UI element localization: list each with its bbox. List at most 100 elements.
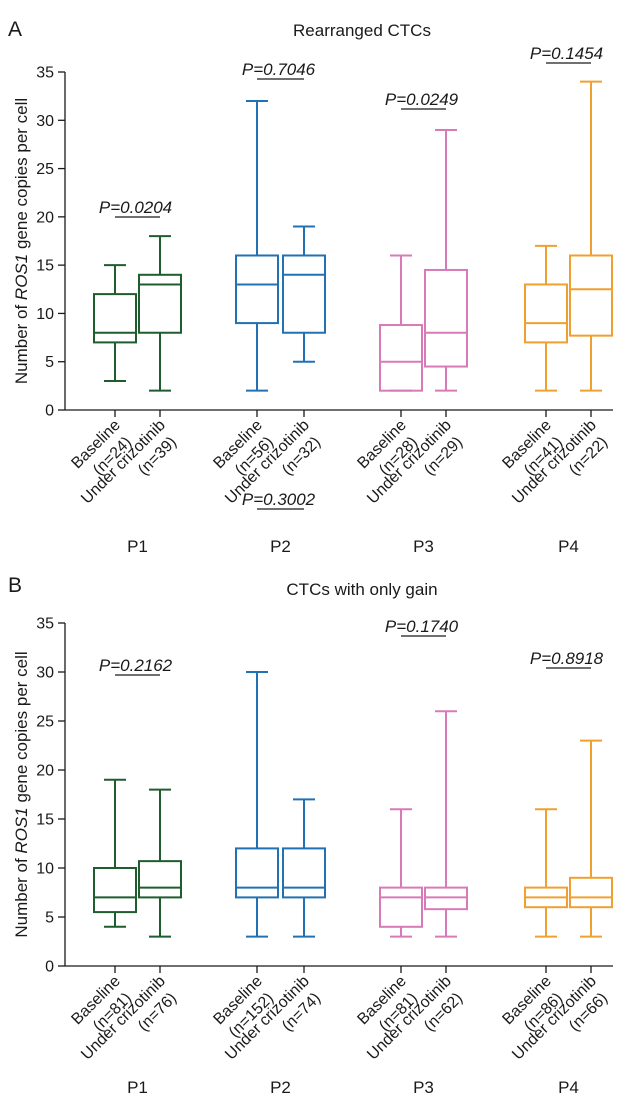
box-under-crizotinib xyxy=(424,128,468,392)
y-tick-label: 25 xyxy=(36,714,54,731)
patient-label: P2 xyxy=(270,537,291,556)
iqr-box xyxy=(235,847,279,899)
group-p2: Baseline(n=56)Under crizotinib(n=32)P=0.… xyxy=(210,60,326,556)
p-value-number: 0.3002 xyxy=(263,490,316,509)
box-under-crizotinib xyxy=(282,225,326,363)
box-baseline xyxy=(235,671,279,938)
group-p3: Baseline(n=81)Under crizotinib(n=62)P=0.… xyxy=(354,617,468,1097)
iqr-box xyxy=(424,268,468,368)
iqr-box xyxy=(569,876,613,909)
group-p1: Baseline(n=81)Under crizotinib(n=76)P=0.… xyxy=(68,656,182,1097)
y-tick-label: 5 xyxy=(45,910,54,927)
chart-panel-b: B CTCs with only gain 0 5 10 15 20 25 30 35 Number… xyxy=(8,490,613,1097)
group-p3: Baseline(n=28)Under crizotinib(n=29)P=0.… xyxy=(354,90,468,556)
iqr-box xyxy=(282,254,326,334)
box-under-crizotinib xyxy=(138,788,182,938)
p-value-label: P=0.7046 xyxy=(242,60,316,79)
y-tick-label: 25 xyxy=(36,161,54,178)
p-value-prefix: P= xyxy=(242,60,263,79)
iqr-box xyxy=(138,860,182,899)
y-tick-label: 5 xyxy=(45,354,54,371)
chart-title: CTCs with only gain xyxy=(286,580,437,599)
group-p4: Baseline(n=41)Under crizotinib(n=22)P=0.… xyxy=(499,44,613,556)
iqr-box xyxy=(379,886,423,928)
y-axis-label-part: Number of xyxy=(12,854,31,938)
y-tick-label: 0 xyxy=(45,403,54,420)
y-axis-label-gene: ROS1 xyxy=(12,254,31,300)
p-value-number: 0.0249 xyxy=(406,90,459,109)
box-baseline xyxy=(379,808,423,938)
panel-letter: B xyxy=(8,574,22,597)
box-under-crizotinib xyxy=(569,80,613,392)
y-tick-label: 15 xyxy=(36,258,54,275)
p-value-label: P=0.0204 xyxy=(99,198,172,217)
box-baseline xyxy=(93,778,137,928)
box-under-crizotinib xyxy=(424,710,468,938)
patient-label: P1 xyxy=(127,537,148,556)
y-axis-label-part: Number of xyxy=(12,300,31,384)
box-baseline xyxy=(524,808,568,938)
iqr-box xyxy=(93,293,137,344)
p-value-prefix: P= xyxy=(530,44,551,63)
p-value-prefix: P= xyxy=(530,649,551,668)
box-under-crizotinib xyxy=(569,739,613,938)
iqr-box xyxy=(138,273,182,334)
p-value-label: P=0.1740 xyxy=(385,617,459,636)
y-tick-label: 15 xyxy=(36,812,54,829)
y-tick-label: 0 xyxy=(45,959,54,976)
iqr-box xyxy=(379,324,423,392)
box-baseline xyxy=(379,254,423,392)
patient-label: P4 xyxy=(558,537,579,556)
group-p1: Baseline(n=24)Under crizotinib(n=39)P=0.… xyxy=(68,198,182,556)
box-baseline xyxy=(524,244,568,392)
p-value-prefix: P= xyxy=(242,490,263,509)
y-tick-label: 10 xyxy=(36,306,54,323)
y-tick-label: 35 xyxy=(36,65,54,82)
p-value-number: 0.0204 xyxy=(120,198,172,217)
p-value-label: P=0.3002 xyxy=(242,490,316,509)
group-p4: Baseline(n=86)Under crizotinib(n=66)P=0.… xyxy=(499,649,613,1097)
p-value-label: P=0.1454 xyxy=(530,44,603,63)
p-value-label: P=0.8918 xyxy=(530,649,604,668)
y-tick-label: 20 xyxy=(36,209,54,226)
p-value-label: P=0.2162 xyxy=(99,656,173,675)
p-value-prefix: P= xyxy=(99,656,120,675)
p-value-prefix: P= xyxy=(99,198,120,217)
y-tick-label: 30 xyxy=(36,113,54,130)
iqr-box xyxy=(569,254,613,337)
p-value-label: P=0.0249 xyxy=(385,90,459,109)
patient-label: P4 xyxy=(558,1078,579,1097)
y-axis-label-part: gene copies per cell xyxy=(12,98,31,254)
y-axis-label: Number of ROS1 gene copies per cell xyxy=(12,98,31,384)
box-under-crizotinib xyxy=(138,235,182,392)
p-value-number: 0.1454 xyxy=(551,44,603,63)
patient-label: P3 xyxy=(413,1078,434,1097)
patient-label: P1 xyxy=(127,1078,148,1097)
panel-letter: A xyxy=(8,18,22,41)
chart-title: Rearranged CTCs xyxy=(293,21,431,40)
box-under-crizotinib xyxy=(282,798,326,938)
p-value-prefix: P= xyxy=(385,617,406,636)
y-axis-label: Number of ROS1 gene copies per cell xyxy=(12,651,31,937)
p-value-prefix: P= xyxy=(385,90,406,109)
y-tick-label: 35 xyxy=(36,616,54,633)
patient-label: P2 xyxy=(270,1078,291,1097)
box-baseline xyxy=(235,99,279,392)
y-tick-label: 10 xyxy=(36,861,54,878)
y-axis-label-gene: ROS1 xyxy=(12,807,31,853)
p-value-number: 0.1740 xyxy=(406,617,459,636)
patient-label: P3 xyxy=(413,537,434,556)
chart-panel-a: A Rearranged CTCs 0 5 10 15 20 25 30 35 Number of … xyxy=(8,18,613,556)
p-value-number: 0.7046 xyxy=(263,60,316,79)
iqr-box xyxy=(282,847,326,899)
y-tick-label: 30 xyxy=(36,665,54,682)
p-value-number: 0.2162 xyxy=(120,656,173,675)
iqr-box xyxy=(93,867,137,914)
iqr-box xyxy=(524,283,568,344)
iqr-box xyxy=(235,254,279,325)
box-baseline xyxy=(93,264,137,383)
p-value-number: 0.8918 xyxy=(551,649,604,668)
y-axis-label-part: gene copies per cell xyxy=(12,651,31,807)
y-tick-label: 20 xyxy=(36,763,54,780)
